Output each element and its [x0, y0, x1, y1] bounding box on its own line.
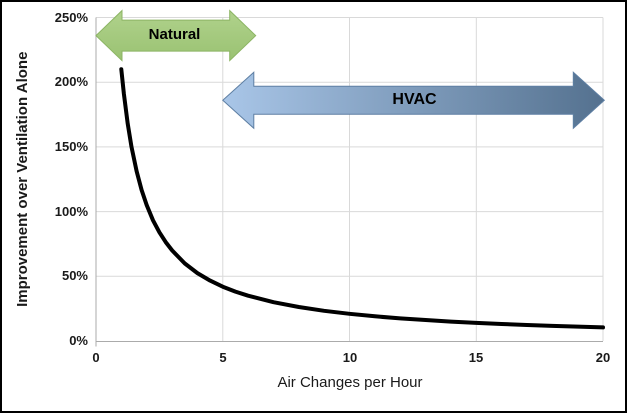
- x-tick-20: 20: [595, 350, 611, 365]
- improvement-curve: [119, 67, 605, 330]
- hvac-arrow-shape: [222, 71, 606, 130]
- y-tick-50: 50%: [61, 268, 88, 283]
- y-tick-150: 150%: [54, 139, 88, 154]
- x-tick-15: 15: [468, 350, 484, 365]
- y-tick-200: 200%: [54, 74, 88, 89]
- axis-lines: [95, 17, 603, 347]
- x-tick-0: 0: [92, 350, 100, 365]
- y-tick-100: 100%: [54, 204, 88, 219]
- y-axis-title: Improvement over Ventilation Alone: [13, 51, 31, 307]
- annotation-arrows: [95, 9, 606, 130]
- hvac-arrow-label: HVAC: [392, 91, 437, 108]
- x-axis-title: Air Changes per Hour: [277, 374, 423, 391]
- natural-arrow-shape: [95, 9, 257, 62]
- curve-layer: [119, 67, 605, 330]
- y-tick-0: 0%: [69, 333, 88, 348]
- y-tick-250: 250%: [54, 10, 88, 25]
- natural-arrow-label: Natural: [148, 26, 201, 43]
- x-tick-10: 10: [342, 350, 358, 365]
- x-tick-5: 5: [219, 350, 227, 365]
- gridlines: [96, 17, 604, 341]
